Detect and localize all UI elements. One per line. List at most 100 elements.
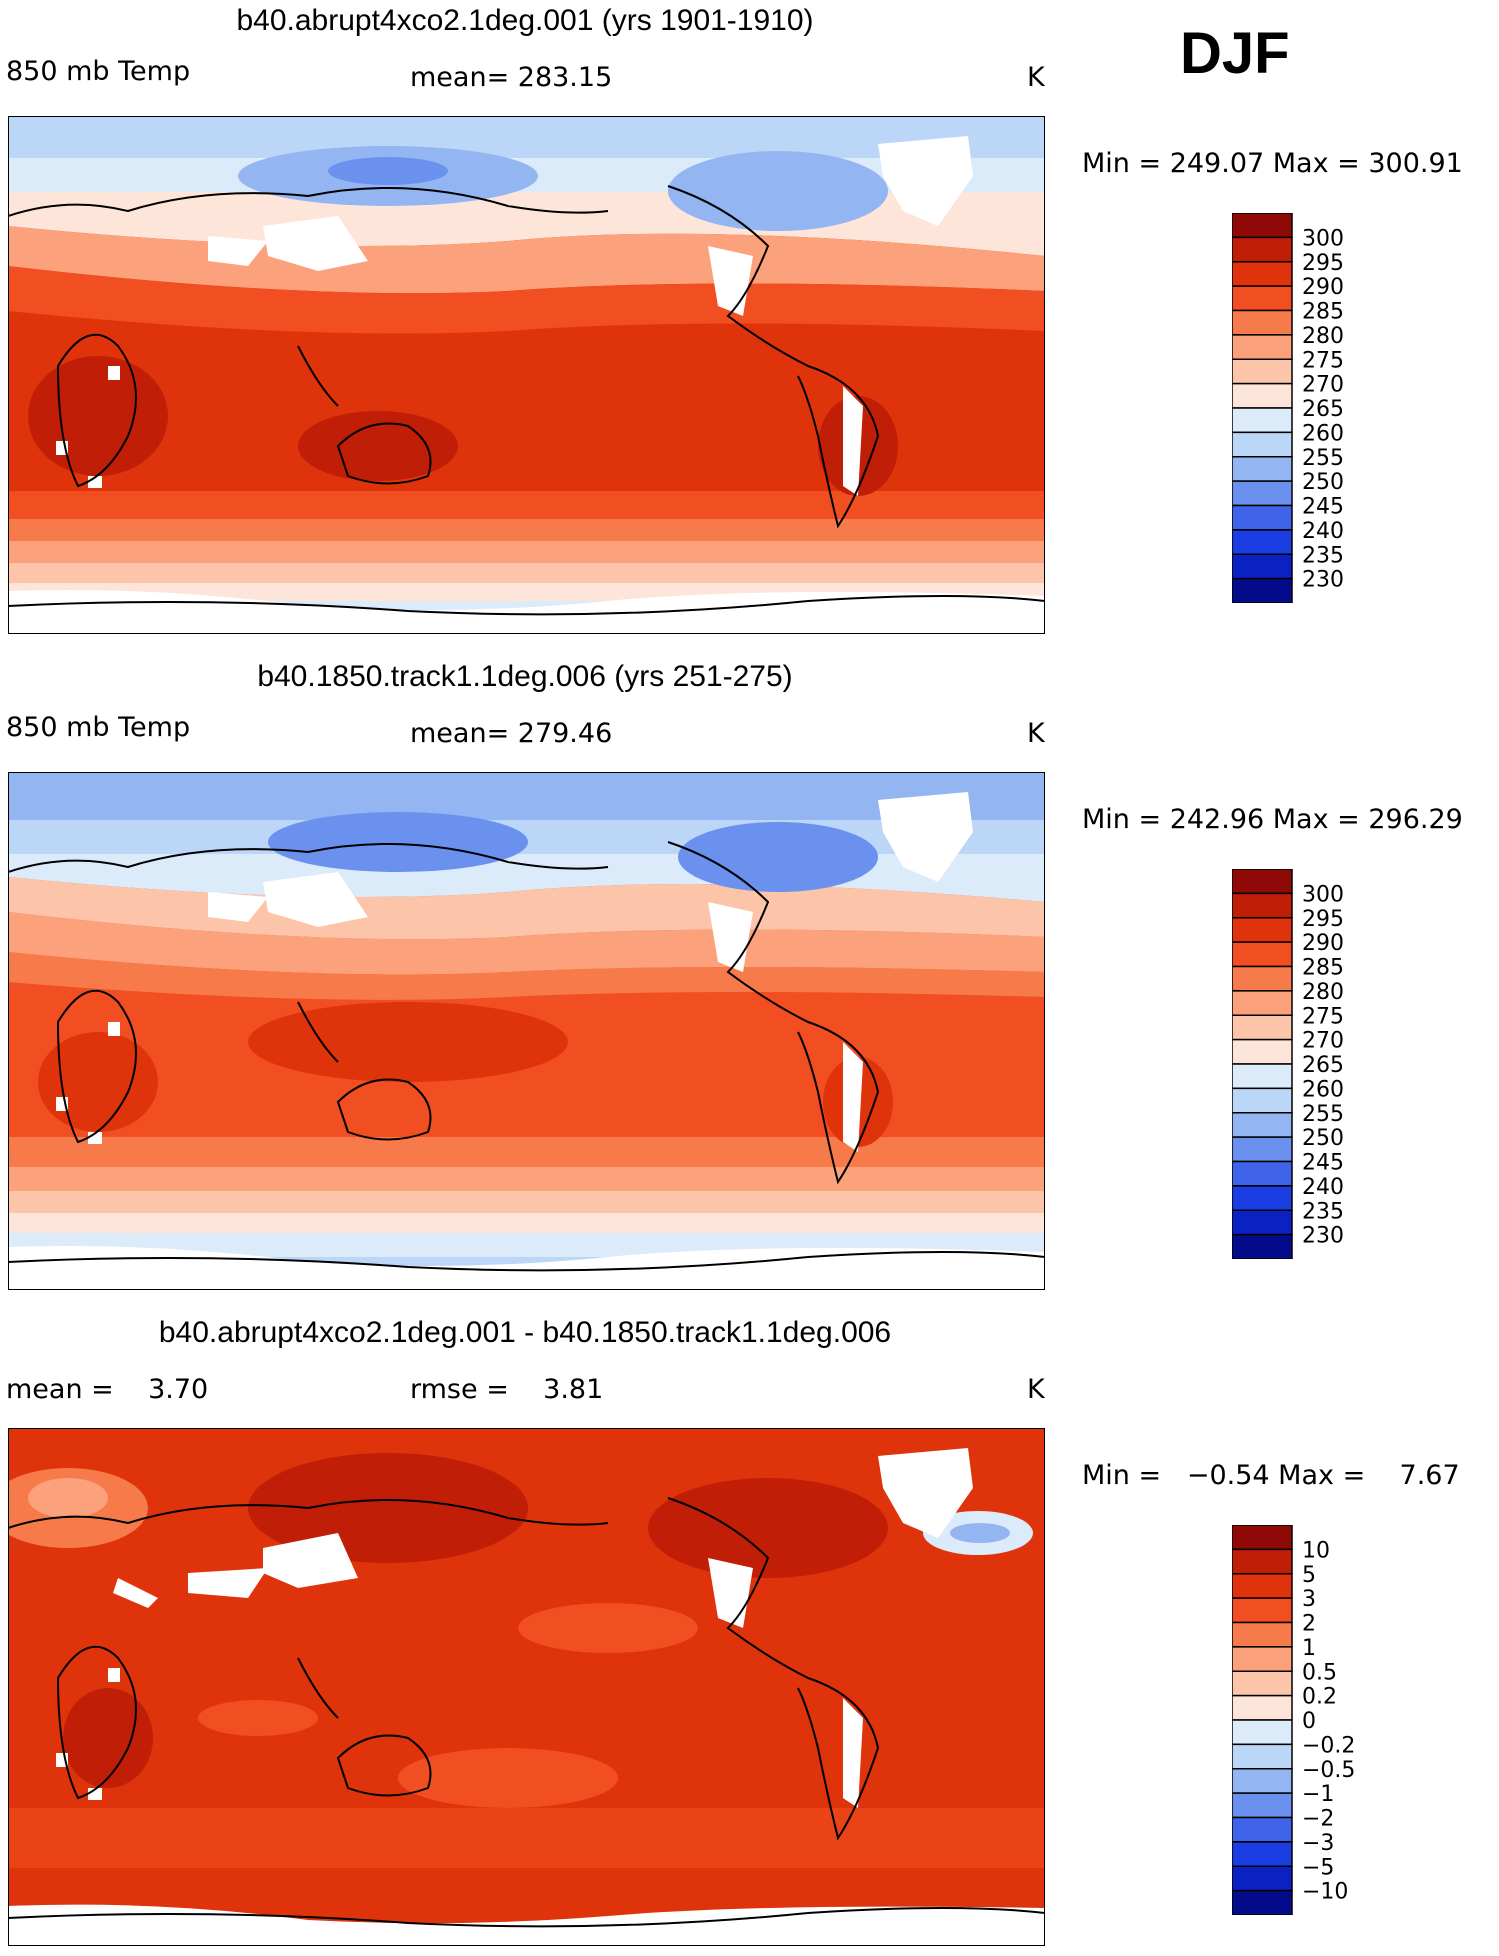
colorbar-label: 0.2: [1302, 1685, 1337, 1710]
panel-2-title: b40.1850.track1.1deg.006 (yrs 251-275): [257, 660, 793, 693]
colorbar-label: 250: [1302, 1126, 1344, 1151]
colorbar-label: 0.5: [1302, 1660, 1337, 1685]
colorbar-swatch: [1232, 1160, 1293, 1187]
colorbar-label: 290: [1302, 931, 1344, 956]
colorbar-label: 235: [1302, 1199, 1344, 1224]
colorbar-label: 285: [1302, 300, 1344, 325]
colorbar-swatch: [1232, 529, 1293, 555]
colorbar-label: 285: [1302, 956, 1344, 981]
colorbar-label: 295: [1302, 251, 1344, 276]
colorbar-label: 0: [1302, 1709, 1316, 1734]
colorbar-label: 265: [1302, 1053, 1344, 1078]
colorbar-label: 230: [1302, 1224, 1344, 1249]
colorbar-label: 265: [1302, 397, 1344, 422]
colorbar-swatch: [1232, 1670, 1293, 1697]
panel-2-variable-label: 850 mb Temp: [6, 712, 191, 743]
colorbar-swatch: [1232, 358, 1293, 385]
panel-2-map: [8, 772, 1045, 1290]
colorbar-swatch: [1232, 1743, 1293, 1770]
colorbar-swatch: [1232, 1548, 1293, 1575]
colorbar-swatch: [1232, 892, 1293, 919]
colorbar-label: −5: [1302, 1855, 1334, 1880]
colorbar-label: 255: [1302, 1102, 1344, 1127]
colorbar-label: 275: [1302, 348, 1344, 373]
panel-3-units: K: [1027, 1374, 1045, 1405]
colorbar-swatch: [1232, 577, 1293, 603]
colorbar-label: 3: [1302, 1587, 1316, 1612]
colorbar-label: 250: [1302, 470, 1344, 495]
colorbar-swatch: [1232, 1621, 1293, 1648]
colorbar-label: 1: [1302, 1636, 1316, 1661]
colorbar-swatch: [1232, 1112, 1293, 1138]
colorbar-label: 270: [1302, 1029, 1344, 1054]
colorbar-label: 5: [1302, 1563, 1316, 1588]
colorbar-swatch: [1232, 1792, 1293, 1819]
colorbar-label: 2: [1302, 1612, 1316, 1637]
panel-3-mean-label: mean = 3.70: [6, 1374, 209, 1405]
panel-1-title: b40.abrupt4xco2.1deg.001 (yrs 1901-1910): [236, 4, 814, 37]
colorbar-swatch: [1232, 407, 1293, 434]
panel-1-variable-label: 850 mb Temp: [6, 56, 191, 87]
panel-1-colorbar: 3002952902852802752702652602552502452402…: [1232, 213, 1344, 603]
colorbar-swatch: [1232, 1185, 1293, 1211]
colorbar-swatch: [1232, 1889, 1293, 1915]
panel-2-units: K: [1027, 718, 1045, 749]
colorbar-swatch: [1232, 1038, 1293, 1065]
colorbar-label: 240: [1302, 1175, 1344, 1200]
colorbar-swatch: [1232, 236, 1293, 263]
colorbar-swatch: [1232, 917, 1293, 943]
colorbar-swatch: [1232, 965, 1293, 992]
colorbar-swatch: [1232, 1865, 1293, 1892]
colorbar-swatch: [1232, 1573, 1293, 1599]
colorbar-label: 290: [1302, 275, 1344, 300]
colorbar-swatch: [1232, 1087, 1293, 1114]
colorbar-label: −3: [1302, 1831, 1334, 1856]
colorbar-label: 240: [1302, 519, 1344, 544]
colorbar-swatch: [1232, 990, 1293, 1016]
colorbar-label: 235: [1302, 543, 1344, 568]
colorbar-swatch: [1232, 1694, 1293, 1721]
colorbar-swatch: [1232, 309, 1293, 336]
colorbar-label: 245: [1302, 495, 1344, 520]
colorbar-label: 255: [1302, 446, 1344, 471]
panel-2-mean-label: mean= 279.46: [410, 718, 613, 749]
season-label: DJF: [1180, 21, 1290, 86]
colorbar-label: −10: [1302, 1880, 1348, 1905]
panel-2-colorbar: 3002952902852802752702652602552502452402…: [1232, 869, 1344, 1259]
colorbar-label: 300: [1302, 882, 1344, 907]
colorbar-swatch: [1232, 1841, 1293, 1867]
colorbar-swatch: [1232, 334, 1293, 360]
colorbar-swatch: [1232, 1063, 1293, 1090]
colorbar-swatch: [1232, 504, 1293, 531]
colorbar-swatch: [1232, 1646, 1293, 1672]
colorbar-swatch: [1232, 382, 1293, 409]
colorbar-swatch: [1232, 431, 1293, 458]
colorbar-label: 280: [1302, 324, 1344, 349]
colorbar-label: 245: [1302, 1151, 1344, 1176]
colorbar-label: −0.2: [1302, 1733, 1355, 1758]
panel-3-rmse-label: rmse = 3.81: [410, 1374, 604, 1405]
colorbar-label: 280: [1302, 980, 1344, 1005]
colorbar-label: −0.5: [1302, 1758, 1355, 1783]
colorbar-swatch: [1232, 285, 1293, 312]
colorbar-label: 10: [1302, 1538, 1330, 1563]
colorbar-label: 270: [1302, 373, 1344, 398]
colorbar-swatch: [1232, 1719, 1293, 1746]
colorbar-label: 260: [1302, 1077, 1344, 1102]
colorbar-swatch: [1232, 480, 1293, 507]
colorbar-label: 295: [1302, 907, 1344, 932]
colorbar-label: 275: [1302, 1004, 1344, 1029]
panel-2-minmax: Min = 242.96 Max = 296.29: [1082, 804, 1463, 835]
panel-1-map: [8, 116, 1045, 634]
panel-3-minmax: Min = −0.54 Max = 7.67: [1082, 1460, 1460, 1491]
colorbar-swatch: [1232, 869, 1293, 895]
colorbar-label: −1: [1302, 1782, 1334, 1807]
colorbar-swatch: [1232, 456, 1293, 482]
colorbar-swatch: [1232, 1136, 1293, 1163]
panel-3-map: [8, 1428, 1045, 1946]
colorbar-swatch: [1232, 1233, 1293, 1259]
colorbar-label: −2: [1302, 1807, 1334, 1832]
colorbar-swatch: [1232, 1209, 1293, 1236]
colorbar-swatch: [1232, 1768, 1293, 1794]
